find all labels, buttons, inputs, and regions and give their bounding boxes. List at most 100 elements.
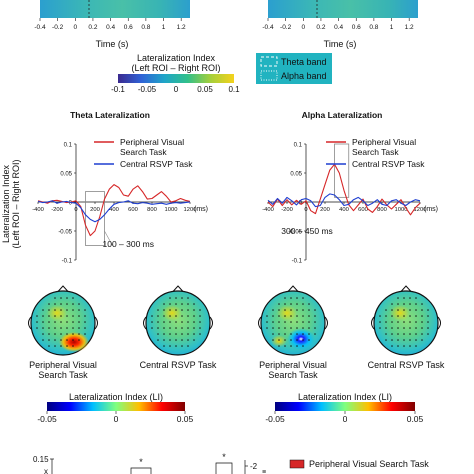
theta-chart-title: Theta Lateralization	[70, 110, 150, 120]
electrode	[72, 315, 74, 317]
electrode	[421, 333, 423, 335]
li-colorbar-gradient	[275, 402, 415, 411]
topomap-nose	[57, 285, 69, 292]
electrode	[181, 321, 183, 323]
li-tick-label: 0	[343, 414, 348, 424]
electrode	[290, 321, 292, 323]
electrode	[157, 339, 159, 341]
electrode	[427, 315, 429, 317]
electrode	[397, 297, 399, 299]
heatmap-xtick-label: -0.4	[262, 24, 274, 31]
electrode	[403, 345, 405, 347]
electrode	[54, 297, 56, 299]
electrode	[302, 303, 304, 305]
x-tick-label: 400	[339, 207, 349, 213]
y-tick-label: -0.05	[58, 230, 72, 236]
electrode	[48, 321, 50, 323]
electrode	[66, 315, 68, 317]
li-colorbar-2: Lateralization Index (LI) -0.05 0 0.05	[265, 392, 423, 424]
electrode	[163, 339, 165, 341]
electrode	[284, 321, 286, 323]
y-tick-label: 0.05	[60, 172, 72, 178]
electrode	[302, 345, 304, 347]
electrode	[403, 309, 405, 311]
y-tick-label: 0	[69, 201, 73, 207]
electrode	[391, 315, 393, 317]
electrode	[163, 345, 165, 347]
electrode	[421, 303, 423, 305]
electrode	[54, 315, 56, 317]
electrode	[169, 327, 171, 329]
electrode	[427, 321, 429, 323]
electrode	[187, 309, 189, 311]
electrode	[278, 321, 280, 323]
electrode	[296, 327, 298, 329]
alpha-chart-title: Alpha Lateralization	[302, 110, 383, 120]
li-colorbar-1: Lateralization Index (LI) -0.05 0 0.05	[37, 392, 193, 424]
topomap-left-ear	[143, 316, 147, 330]
electrode	[181, 339, 183, 341]
electrode	[48, 327, 50, 329]
legend-peripheral-label-line2: Search Task	[120, 147, 167, 157]
electrode	[266, 321, 268, 323]
x-tick-label: 600	[128, 207, 138, 213]
bottom-bracket-1	[130, 467, 152, 474]
electrode	[403, 339, 405, 341]
bottom-right-tick: -2	[250, 462, 258, 471]
electrode	[157, 327, 159, 329]
electrode	[272, 339, 274, 341]
legend-central-label: Central RSVP Task	[352, 159, 425, 169]
electrode	[181, 303, 183, 305]
window-label: 300 – 450 ms	[281, 226, 333, 236]
electrode	[302, 339, 304, 341]
bottom-ytick: 0.15	[33, 455, 49, 464]
x-tick-label: -200	[51, 207, 63, 213]
electrode	[66, 309, 68, 311]
electrode	[421, 327, 423, 329]
heatmap-right-xlabel: Time (s)	[324, 39, 357, 49]
electrode	[397, 321, 399, 323]
x-tick-label: -400	[32, 207, 44, 213]
heatmap-xtick-label: 0	[73, 24, 77, 31]
electrode	[314, 333, 316, 335]
electrode	[302, 321, 304, 323]
electrode	[397, 327, 399, 329]
electrode	[284, 303, 286, 305]
electrode	[54, 327, 56, 329]
bottom-star-2: *	[222, 452, 226, 462]
electrode	[151, 327, 153, 329]
alpha-band-label: Alpha band	[281, 71, 327, 81]
central-series-line	[267, 193, 421, 208]
electrode	[60, 303, 62, 305]
electrode	[199, 309, 201, 311]
heatmap-left-xticks: -0.4 -0.2 0 0.2 0.4 0.6 0.8 1 1.2	[34, 18, 186, 31]
topomap-warm-spot	[47, 305, 67, 321]
electrode	[72, 303, 74, 305]
electrode	[60, 309, 62, 311]
electrode	[72, 321, 74, 323]
electrode	[163, 309, 165, 311]
electrode	[379, 321, 381, 323]
electrode	[60, 321, 62, 323]
electrode	[415, 345, 417, 347]
electrode	[415, 333, 417, 335]
electrode	[169, 333, 171, 335]
electrode	[391, 303, 393, 305]
electrode	[42, 315, 44, 317]
topomap-nose	[400, 285, 412, 292]
electrode	[284, 345, 286, 347]
electrode	[397, 309, 399, 311]
electrode	[78, 309, 80, 311]
bottom-star-1: *	[139, 457, 143, 467]
electrode	[175, 303, 177, 305]
electrode	[308, 327, 310, 329]
electrode	[415, 309, 417, 311]
electrode	[54, 309, 56, 311]
topomap-label-line1: Central RSVP Task	[368, 360, 445, 370]
electrode	[78, 339, 80, 341]
electrode	[403, 321, 405, 323]
window-box	[85, 191, 105, 246]
electrode	[60, 339, 62, 341]
